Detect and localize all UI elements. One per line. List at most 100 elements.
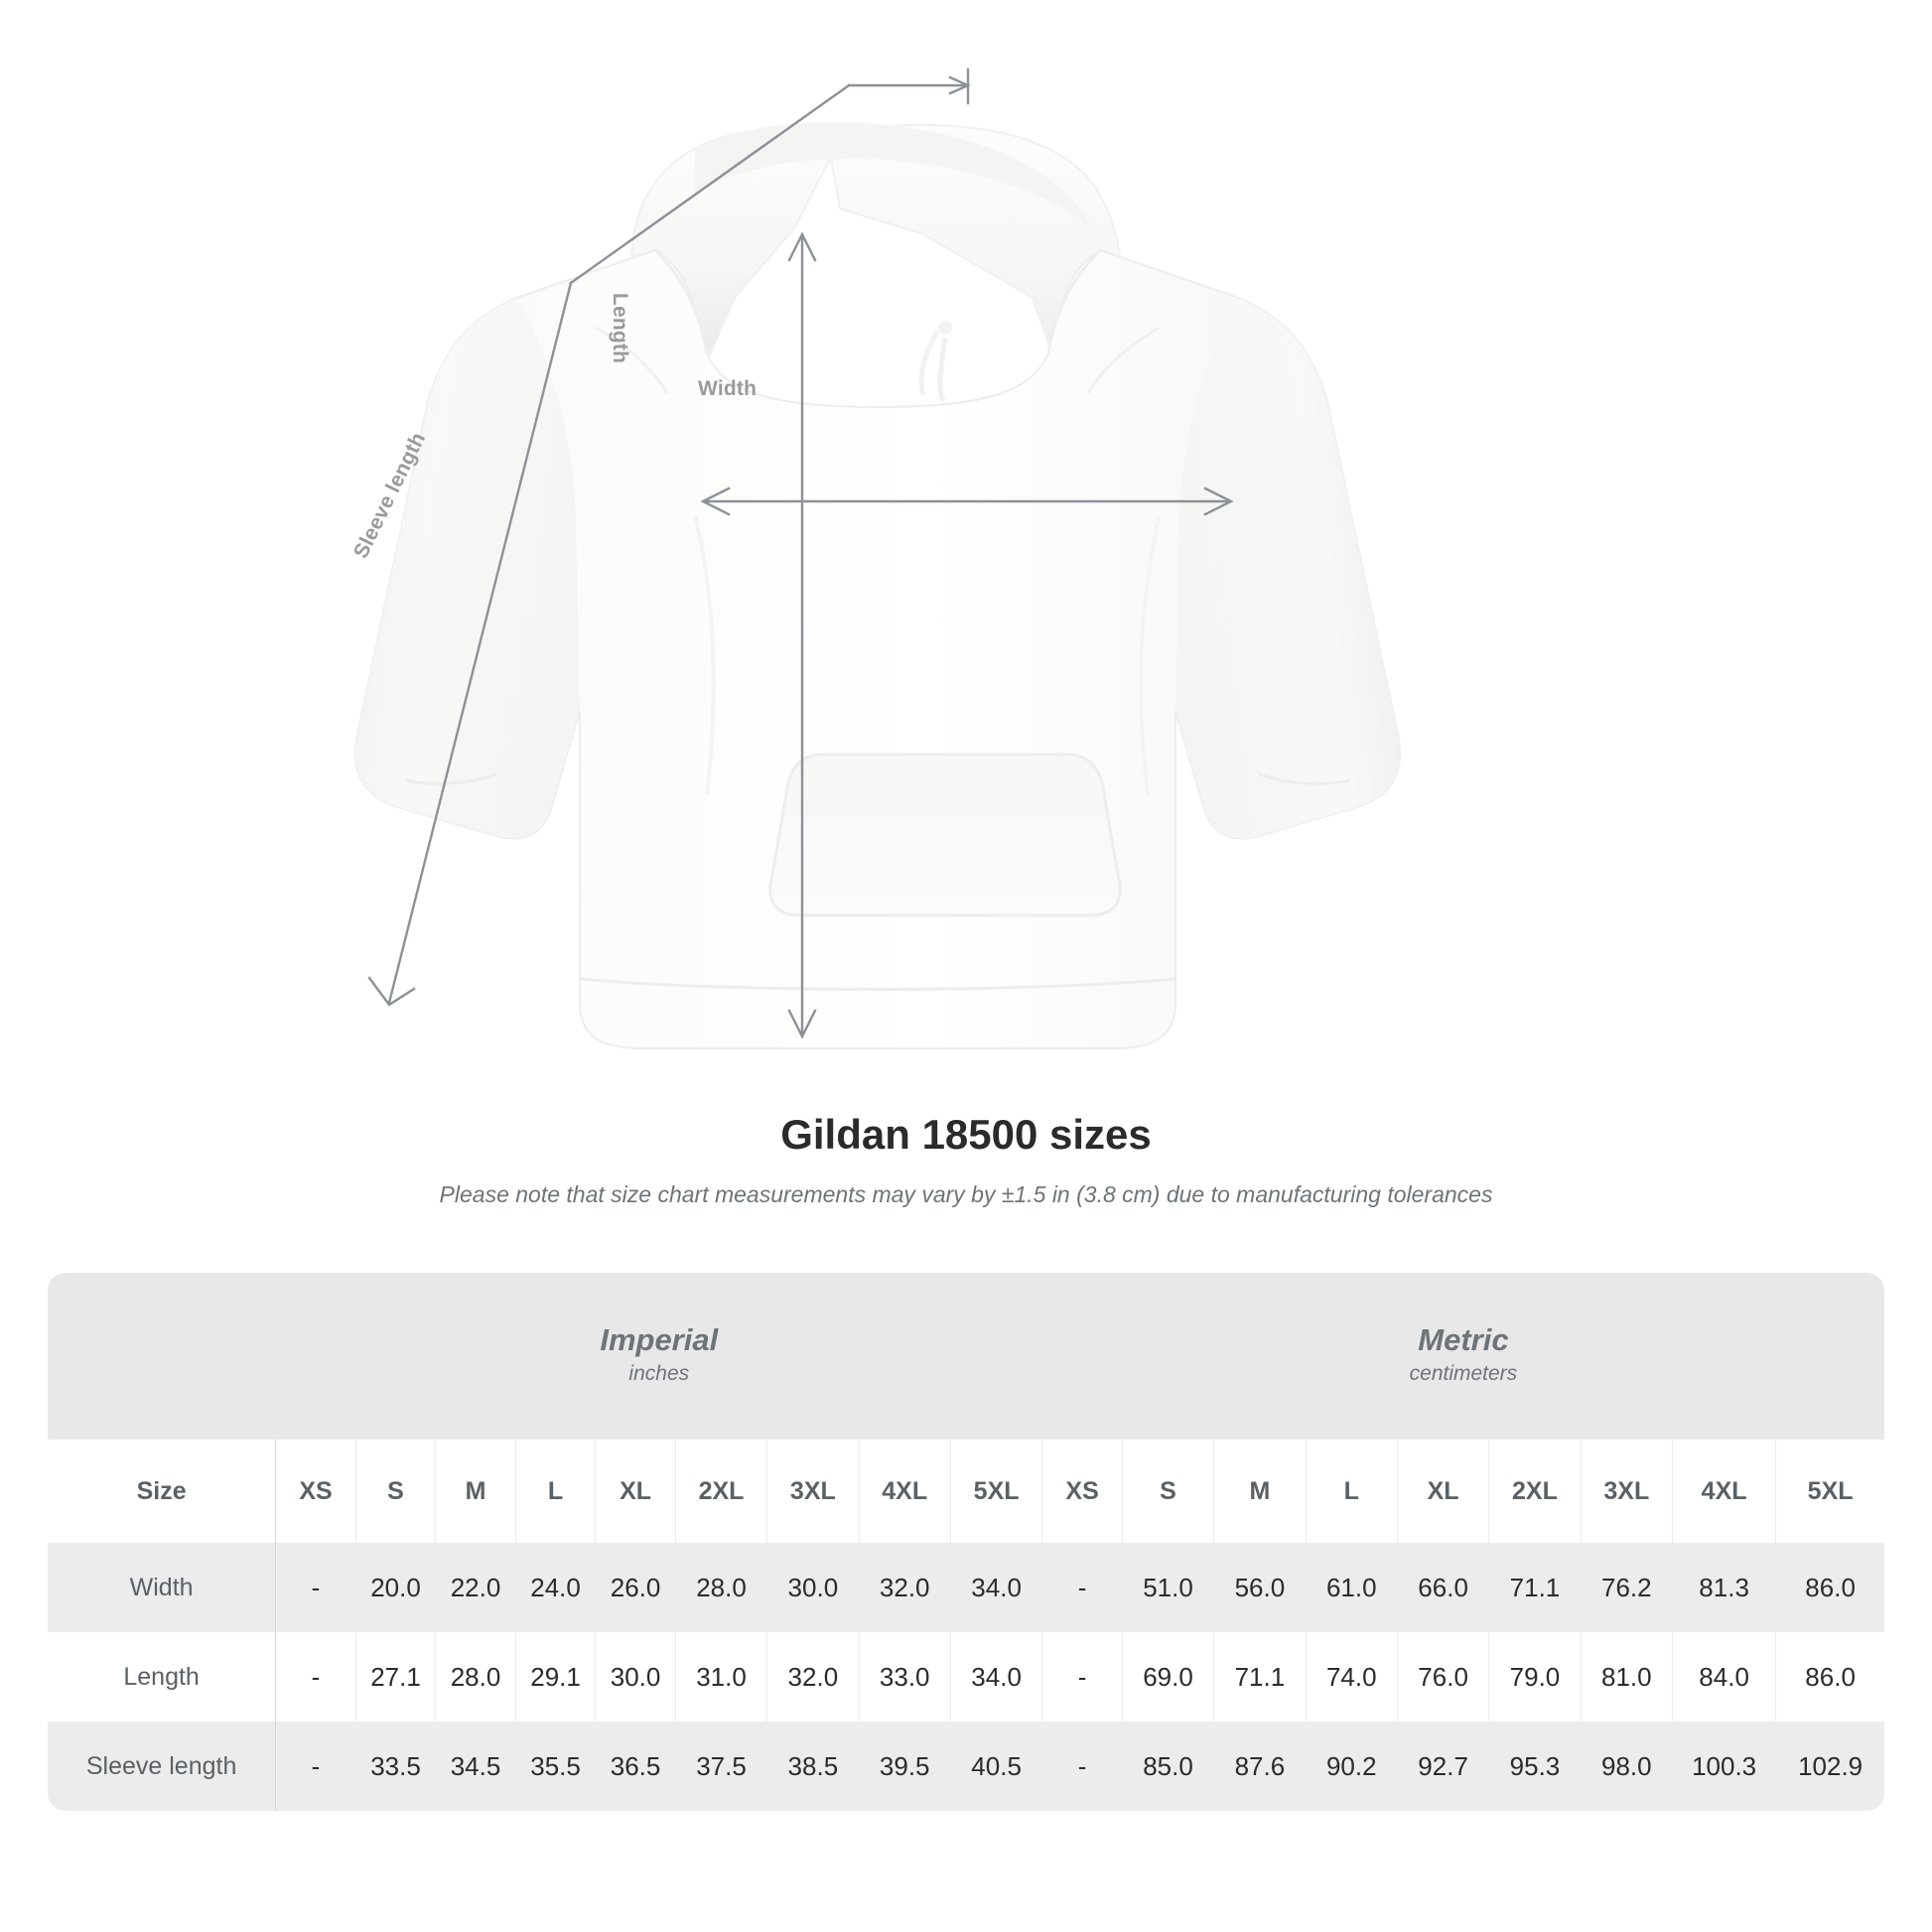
- cell-width-metric-3xl: 76.2: [1581, 1543, 1674, 1632]
- cell-sleeve-metric-2xl: 95.3: [1488, 1722, 1582, 1811]
- size-header-metric-2xl: 2XL: [1488, 1440, 1582, 1543]
- size-chart-table: Imperial inches Metric centimeters Size …: [48, 1273, 1884, 1811]
- cell-sleeve-metric-xs: -: [1041, 1722, 1123, 1811]
- cell-width-imperial-4xl: 32.0: [859, 1543, 951, 1632]
- cell-length-imperial-4xl: 33.0: [859, 1632, 951, 1722]
- size-header-imperial-xl: XL: [595, 1440, 676, 1543]
- size-header-imperial-xs: XS: [275, 1440, 356, 1543]
- unit-header-spacer: [48, 1273, 276, 1440]
- cell-sleeve-imperial-l: 35.5: [515, 1722, 597, 1811]
- size-header-metric-xl: XL: [1397, 1440, 1490, 1543]
- kangaroo-pocket: [768, 753, 1122, 917]
- right-cuff-seam: [1258, 772, 1351, 785]
- size-header-imperial-l: L: [515, 1440, 597, 1543]
- cell-length-metric-4xl: 84.0: [1672, 1632, 1777, 1722]
- cell-sleeve-metric-l: 90.2: [1306, 1722, 1398, 1811]
- tolerance-note: Please note that size chart measurements…: [439, 1181, 1493, 1208]
- cell-width-imperial-5xl: 34.0: [950, 1543, 1043, 1632]
- cell-length-imperial-s: 27.1: [355, 1632, 437, 1722]
- cell-length-metric-s: 69.0: [1122, 1632, 1215, 1722]
- unit-sub-imperial: inches: [628, 1362, 690, 1386]
- cell-length-imperial-2xl: 31.0: [675, 1632, 768, 1722]
- size-chart-table-wrapper: Imperial inches Metric centimeters Size …: [48, 1273, 1884, 1811]
- size-header-metric-s: S: [1122, 1440, 1215, 1543]
- cell-width-imperial-xl: 26.0: [595, 1543, 676, 1632]
- hoodie-diagram-section: Length Width Sleeve length: [349, 68, 1402, 1049]
- cell-sleeve-imperial-2xl: 37.5: [675, 1722, 768, 1811]
- cell-width-metric-s: 51.0: [1122, 1543, 1215, 1632]
- size-header-imperial-m: M: [435, 1440, 516, 1543]
- unit-header-metric: Metric centimeters: [1041, 1273, 1884, 1440]
- cell-sleeve-imperial-s: 33.5: [355, 1722, 437, 1811]
- cell-width-metric-5xl: 86.0: [1775, 1543, 1884, 1632]
- size-header-imperial-2xl: 2XL: [675, 1440, 768, 1543]
- table-row: Sleeve length - 33.5 34.5 35.5 36.5 37.5…: [48, 1722, 1884, 1811]
- size-header-imperial-5xl: 5XL: [950, 1440, 1043, 1543]
- table-row: Length - 27.1 28.0 29.1 30.0 31.0 32.0 3…: [48, 1632, 1884, 1722]
- unit-name-metric: Metric: [1418, 1322, 1509, 1358]
- width-measure-label: Width: [698, 377, 758, 400]
- drawstring-right: [937, 337, 948, 403]
- cell-width-imperial-l: 24.0: [515, 1543, 597, 1632]
- cell-length-metric-5xl: 86.0: [1775, 1632, 1884, 1722]
- cell-sleeve-imperial-xl: 36.5: [595, 1722, 676, 1811]
- unit-header-imperial: Imperial inches: [275, 1273, 1042, 1440]
- size-header-metric-5xl: 5XL: [1775, 1440, 1884, 1543]
- cell-length-metric-2xl: 79.0: [1488, 1632, 1582, 1722]
- right-shoulder-seam: [1046, 248, 1102, 354]
- size-header-metric-l: L: [1306, 1440, 1398, 1543]
- cell-width-imperial-2xl: 28.0: [675, 1543, 768, 1632]
- cell-sleeve-metric-5xl: 102.9: [1775, 1722, 1884, 1811]
- cell-sleeve-metric-m: 87.6: [1213, 1722, 1307, 1811]
- size-header-label: Size: [48, 1440, 277, 1543]
- title-block: Gildan 18500 sizes Please note that size…: [0, 1111, 1932, 1209]
- cell-length-imperial-l: 29.1: [515, 1632, 597, 1722]
- cell-sleeve-metric-xl: 92.7: [1397, 1722, 1490, 1811]
- size-header-row: Size XS S M L XL 2XL 3XL 4XL 5XL XS S M …: [48, 1440, 1884, 1543]
- size-header-metric-3xl: 3XL: [1581, 1440, 1674, 1543]
- cell-length-metric-m: 71.1: [1213, 1632, 1307, 1722]
- table-row: Width - 20.0 22.0 24.0 26.0 28.0 30.0 32…: [48, 1543, 1884, 1632]
- cell-sleeve-imperial-xs: -: [275, 1722, 356, 1811]
- length-measure-label: Length: [609, 293, 631, 364]
- cell-width-metric-l: 61.0: [1306, 1543, 1398, 1632]
- row-label-width: Width: [48, 1543, 277, 1632]
- cell-width-imperial-xs: -: [275, 1543, 356, 1632]
- cell-length-metric-3xl: 81.0: [1581, 1632, 1674, 1722]
- cell-width-metric-2xl: 71.1: [1488, 1543, 1582, 1632]
- drawstring-knot: [938, 321, 952, 335]
- waistband-seam: [579, 977, 1176, 991]
- cell-length-imperial-xs: -: [275, 1632, 356, 1722]
- cell-width-imperial-3xl: 30.0: [766, 1543, 860, 1632]
- cell-sleeve-metric-3xl: 98.0: [1581, 1722, 1674, 1811]
- size-header-imperial-s: S: [355, 1440, 437, 1543]
- cell-length-imperial-xl: 30.0: [595, 1632, 676, 1722]
- size-header-imperial-3xl: 3XL: [766, 1440, 860, 1543]
- body-fold-left: [693, 515, 716, 795]
- cell-length-metric-l: 74.0: [1306, 1632, 1398, 1722]
- hoodie-illustration: [353, 121, 1402, 1049]
- cell-sleeve-imperial-4xl: 39.5: [859, 1722, 951, 1811]
- cell-width-imperial-m: 22.0: [435, 1543, 516, 1632]
- cell-width-metric-xs: -: [1041, 1543, 1123, 1632]
- right-sleeve: [1175, 298, 1401, 839]
- unit-sub-metric: centimeters: [1409, 1362, 1518, 1386]
- cell-length-imperial-m: 28.0: [435, 1632, 516, 1722]
- cell-length-metric-xl: 76.0: [1397, 1632, 1490, 1722]
- cell-sleeve-imperial-5xl: 40.5: [950, 1722, 1043, 1811]
- drawstring-left: [918, 330, 940, 396]
- cell-width-metric-m: 56.0: [1213, 1543, 1307, 1632]
- row-label-sleeve-length: Sleeve length: [48, 1722, 277, 1811]
- right-armhole-seam: [1086, 326, 1161, 394]
- cell-sleeve-metric-4xl: 100.3: [1672, 1722, 1777, 1811]
- body-fold-right: [1139, 515, 1162, 795]
- cell-width-metric-4xl: 81.3: [1672, 1543, 1777, 1632]
- cell-width-metric-xl: 66.0: [1397, 1543, 1490, 1632]
- cell-width-imperial-s: 20.0: [355, 1543, 437, 1632]
- cell-length-imperial-3xl: 32.0: [766, 1632, 860, 1722]
- unit-name-imperial: Imperial: [600, 1322, 719, 1358]
- page-title: Gildan 18500 sizes: [780, 1111, 1152, 1158]
- cell-sleeve-imperial-3xl: 38.5: [766, 1722, 860, 1811]
- row-label-length: Length: [48, 1632, 277, 1722]
- cell-sleeve-metric-s: 85.0: [1122, 1722, 1215, 1811]
